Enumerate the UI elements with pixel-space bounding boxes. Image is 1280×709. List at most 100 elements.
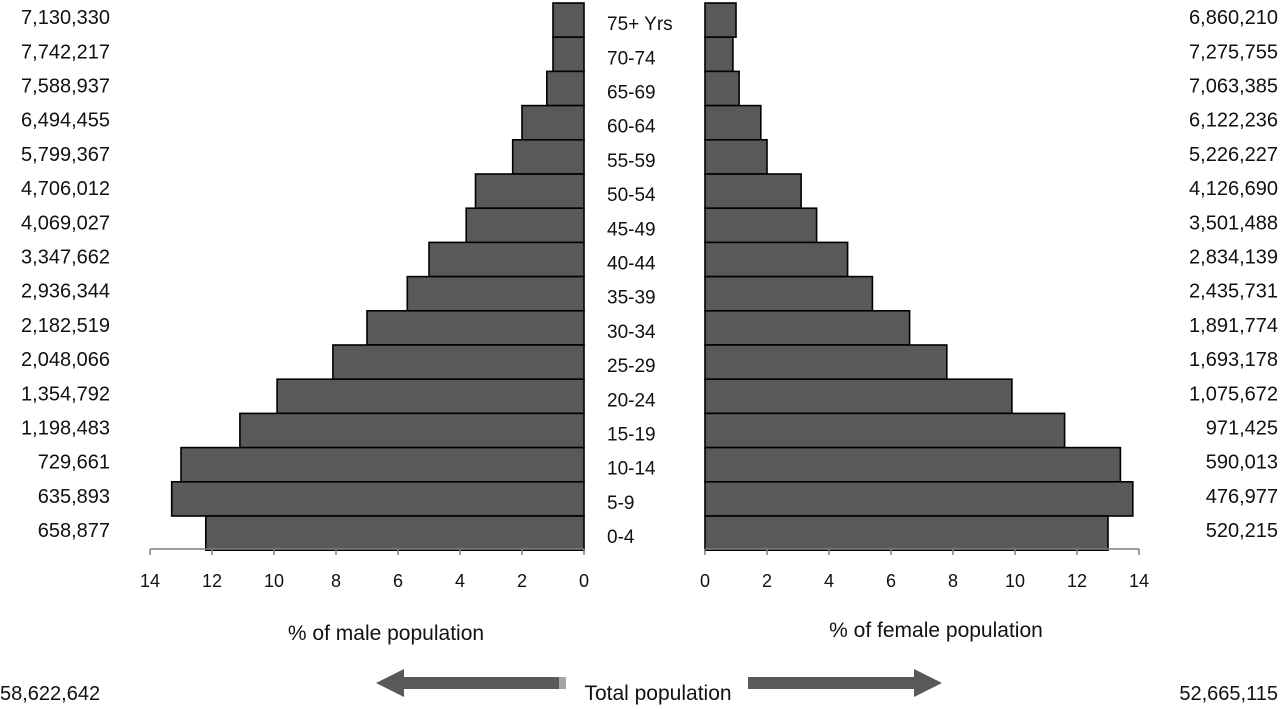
female-count-label: 4,126,690 — [1189, 178, 1278, 200]
male-bar — [545, 70, 585, 107]
total-population-label: Total population — [584, 682, 731, 705]
male-bar — [180, 446, 585, 483]
male-bar — [366, 309, 585, 346]
male-bar — [332, 344, 585, 381]
age-group-label: 25-29 — [607, 356, 656, 377]
male-tick-label: 2 — [517, 571, 527, 591]
age-group-label: 30-34 — [607, 322, 656, 343]
male-bar — [170, 480, 585, 517]
male-count-label: 4,706,012 — [21, 178, 110, 200]
male-total: 58,622,642 — [0, 683, 100, 705]
female-count-label: 476,977 — [1206, 486, 1278, 508]
age-group-label: 15-19 — [607, 425, 656, 446]
male-bar — [552, 2, 585, 39]
male-count-label: 2,048,066 — [21, 349, 110, 371]
male-count-label: 7,742,217 — [21, 41, 110, 63]
age-group-label: 10-14 — [607, 459, 656, 480]
age-group-label: 0-4 — [607, 527, 635, 548]
age-group-label: 60-64 — [607, 117, 656, 138]
female-count-label: 1,891,774 — [1189, 315, 1278, 337]
male-count-label: 1,354,792 — [21, 383, 110, 405]
total-population-footer: 58,622,642 Total population 52,665,115 — [0, 669, 1278, 705]
female-bar — [704, 412, 1066, 449]
female-bar — [704, 104, 762, 141]
female-count-label: 7,063,385 — [1189, 76, 1278, 98]
female-bar — [704, 173, 802, 210]
female-axis-title: % of female population — [829, 619, 1043, 642]
female-bar — [704, 241, 849, 278]
male-count-labels: 7,130,330 7,742,217 7,588,937 6,494,455 5,79… — [21, 7, 110, 542]
male-tick-label: 10 — [264, 571, 284, 591]
male-bar — [276, 378, 585, 415]
male-axis-title: % of male population — [288, 622, 484, 645]
female-count-label: 5,226,227 — [1189, 144, 1278, 166]
female-bar — [704, 378, 1013, 415]
female-count-label: 1,075,672 — [1189, 383, 1278, 405]
female-tick-label: 8 — [948, 571, 958, 591]
male-x-axis: 14 12 10 8 6 4 2 0 — [140, 548, 589, 591]
female-count-label: 6,122,236 — [1189, 110, 1278, 132]
age-group-label: 35-39 — [607, 288, 656, 309]
male-bar — [552, 36, 585, 73]
female-bars — [704, 2, 1134, 552]
female-bar — [704, 480, 1134, 517]
female-tick-label: 2 — [762, 571, 772, 591]
male-tick-label: 14 — [140, 571, 160, 591]
female-bar — [704, 139, 768, 175]
male-bars — [170, 2, 585, 552]
female-bar — [704, 446, 1122, 483]
age-group-label: 70-74 — [607, 48, 656, 69]
female-bar — [704, 36, 734, 73]
male-tick-label: 4 — [455, 571, 465, 591]
female-tick-label: 14 — [1129, 571, 1149, 591]
age-group-label: 65-69 — [607, 83, 656, 104]
male-count-label: 729,661 — [38, 452, 110, 474]
male-bar — [406, 275, 585, 312]
female-count-label: 590,013 — [1206, 452, 1278, 474]
female-tick-label: 4 — [824, 571, 834, 591]
female-tick-label: 6 — [886, 571, 896, 591]
age-group-label: 55-59 — [607, 151, 656, 172]
female-bar — [704, 207, 818, 244]
male-count-label: 3,347,662 — [21, 247, 110, 269]
female-bar — [704, 70, 740, 107]
male-bar — [474, 173, 585, 210]
male-count-label: 5,799,367 — [21, 144, 110, 166]
male-count-label: 658,877 — [38, 520, 110, 542]
male-count-label: 1,198,483 — [21, 418, 110, 440]
female-count-label: 1,693,178 — [1189, 349, 1278, 371]
male-bar — [521, 104, 585, 141]
male-bar — [205, 515, 585, 552]
female-x-axis: 0 2 4 6 8 10 12 14 — [700, 548, 1149, 591]
female-count-label: 7,275,755 — [1189, 41, 1278, 63]
age-group-label: 50-54 — [607, 185, 656, 206]
female-bar — [704, 344, 948, 381]
female-bar — [704, 515, 1109, 552]
female-total: 52,665,115 — [1179, 683, 1278, 705]
female-count-label: 6,860,210 — [1189, 7, 1278, 29]
male-count-label: 7,588,937 — [21, 76, 110, 98]
male-count-label: 2,182,519 — [21, 315, 110, 337]
male-bar — [465, 207, 585, 244]
right-arrow-icon — [748, 669, 942, 697]
female-count-labels: 6,860,210 7,275,755 7,063,385 6,122,236 5,22… — [1189, 7, 1278, 542]
male-bar — [428, 241, 585, 278]
left-arrow-highlight — [559, 677, 566, 689]
male-tick-label: 8 — [331, 571, 341, 591]
male-tick-label: 0 — [579, 571, 589, 591]
female-count-label: 2,834,139 — [1189, 247, 1278, 269]
male-count-label: 7,130,330 — [21, 7, 110, 29]
male-count-label: 2,936,344 — [21, 281, 110, 303]
age-group-label: 40-44 — [607, 254, 656, 275]
male-count-label: 4,069,027 — [21, 212, 110, 234]
male-tick-label: 6 — [393, 571, 403, 591]
female-bar — [704, 309, 911, 346]
female-tick-label: 12 — [1067, 571, 1087, 591]
female-count-label: 520,215 — [1206, 520, 1278, 542]
age-group-label: 5-9 — [607, 493, 634, 514]
female-bar — [704, 2, 737, 39]
male-bar — [239, 412, 585, 449]
age-group-label: 20-24 — [607, 390, 656, 411]
male-count-label: 635,893 — [38, 486, 110, 508]
age-group-label: 45-49 — [607, 219, 656, 240]
